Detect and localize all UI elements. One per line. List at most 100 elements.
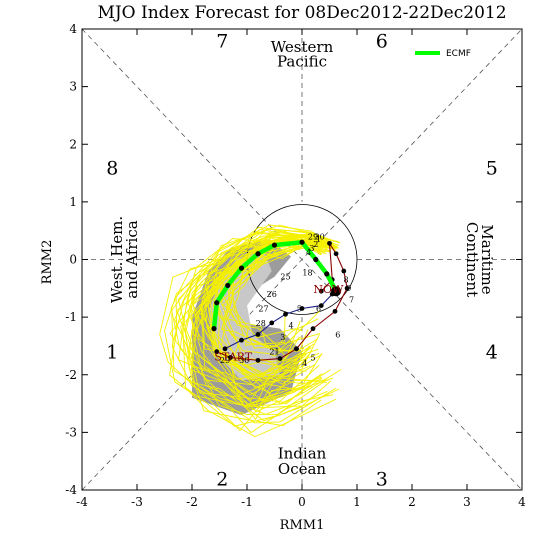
series-point-observed <box>344 285 350 291</box>
chart-title: MJO Index Forecast for 08Dec2012-22Dec20… <box>97 3 506 23</box>
day-label: 4 <box>306 248 311 257</box>
day-label: 21 <box>269 348 279 357</box>
phase-label: 6 <box>376 31 388 53</box>
day-label: 27 <box>258 304 268 313</box>
day-label: 28 <box>256 319 266 328</box>
x-tick-label: 2 <box>408 495 416 509</box>
day-label: 6 <box>335 330 340 339</box>
y-axis-label: RMM2 <box>40 240 55 285</box>
series-line-recent <box>224 293 333 350</box>
ensemble-member-line <box>221 243 321 349</box>
series-point-observed <box>255 357 261 363</box>
day-label: 6 <box>316 304 321 313</box>
series-point-recent <box>318 303 324 308</box>
region-label-line: Maritime <box>478 224 496 294</box>
ensemble-member-line <box>180 236 334 421</box>
region-label-line: Ocean <box>278 460 327 478</box>
day-label: 29 <box>308 232 318 241</box>
series-point-recent <box>255 332 261 337</box>
day-label: 4 <box>302 359 307 368</box>
day-label: 30 <box>315 232 325 241</box>
series-point-observed <box>341 268 347 274</box>
day-label: 29 <box>220 356 230 365</box>
day-label: 1 <box>316 235 321 244</box>
ensemble-member-line <box>231 241 323 352</box>
series-point-observed <box>332 308 338 314</box>
phase-label: 1 <box>106 342 118 364</box>
phase-label: 8 <box>106 157 118 179</box>
series-point-ECMF <box>238 265 245 271</box>
y-tick-label: 2 <box>69 137 77 151</box>
series-point-ECMF <box>324 271 330 277</box>
series-point-observed <box>333 251 339 257</box>
series-point-ECMF <box>211 326 217 332</box>
day-label: 3 <box>280 333 285 342</box>
series-point-ECMF <box>271 242 278 248</box>
y-tick-label: -3 <box>65 425 77 439</box>
x-tick-label: 0 <box>298 495 306 509</box>
series-point-recent <box>269 320 275 326</box>
y-tick-label: -2 <box>65 368 77 382</box>
current-position-marker <box>331 286 342 297</box>
series-point-observed <box>294 346 299 352</box>
series-point-recent <box>283 311 288 317</box>
ensemble-member-line <box>191 232 337 408</box>
y-tick-label: 0 <box>69 253 77 267</box>
series-point-ECMF <box>225 282 231 289</box>
region-label-line: and Africa <box>123 220 141 298</box>
series-point-observed <box>277 356 283 362</box>
series-point-ECMF <box>313 256 319 263</box>
day-label: 7 <box>349 296 354 305</box>
day-label: 5 <box>310 353 315 362</box>
ensemble-member-line <box>182 228 337 438</box>
ensemble-member-line <box>187 229 334 396</box>
region-label-line: Western <box>271 38 334 56</box>
day-label: 5 <box>297 304 302 313</box>
x-tick-label: -3 <box>131 495 143 509</box>
day-label: 2 <box>313 240 318 249</box>
ensemble-member-line <box>169 228 340 415</box>
series-point-observed <box>228 355 233 360</box>
ensemble-member-line <box>177 226 339 427</box>
ensemble-member-line <box>170 228 337 386</box>
day-label: 9 <box>346 284 351 293</box>
series-point-recent <box>299 306 305 311</box>
region-label-line: Pacific <box>277 52 327 70</box>
x-tick-label: -2 <box>186 495 198 509</box>
day-label: 18 <box>302 269 312 278</box>
start-label: START <box>214 350 252 363</box>
now-label: NOW <box>313 283 344 296</box>
day-label: 4 <box>288 322 293 331</box>
series-line-ECMF <box>211 239 339 329</box>
x-tick-label: 4 <box>518 495 526 509</box>
ensemble-member-line <box>176 224 336 407</box>
series-point-recent <box>239 337 244 343</box>
x-tick-label: 1 <box>353 495 361 509</box>
ensemble-member-line <box>159 232 339 432</box>
phase-label: 3 <box>376 468 388 490</box>
ensemble-member-line <box>222 245 322 357</box>
ensemble-member-line <box>207 235 332 378</box>
ensemble-member-line <box>178 234 333 401</box>
day-label: 26 <box>267 290 277 299</box>
series-point-observed <box>318 288 324 294</box>
day-label: 30 <box>239 356 249 365</box>
phase-label: 7 <box>216 31 228 53</box>
day-label: 8 <box>343 276 348 285</box>
day-label: 3 <box>309 244 314 253</box>
series-point-observed <box>214 349 220 355</box>
ensemble-member-line <box>221 245 321 373</box>
day-label: 25 <box>280 273 290 282</box>
series-point-ECMF <box>214 300 220 306</box>
x-tick-label: 3 <box>463 495 471 509</box>
series-point-observed <box>327 240 332 246</box>
region-label-line: Continent <box>463 222 481 297</box>
x-tick-label: -1 <box>241 495 253 509</box>
ensemble-member-line <box>209 242 324 382</box>
diagonal-guide-line <box>81 28 523 491</box>
y-tick-label: 4 <box>69 22 77 36</box>
series-point-observed <box>310 326 316 332</box>
ensemble-member-line <box>213 238 325 359</box>
series-point-ECMF <box>299 239 305 245</box>
